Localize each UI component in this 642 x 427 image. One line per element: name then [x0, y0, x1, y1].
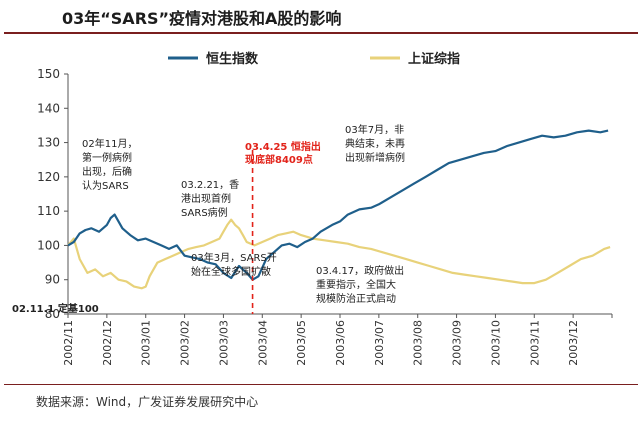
- annotation-a1: 认为SARS: [82, 179, 129, 192]
- legend-label-1: 上证综指: [408, 51, 460, 67]
- x-tick-label: 2003/04: [256, 320, 269, 366]
- annotation-a1: 第一例病例: [82, 151, 132, 164]
- y-tick-label: 90: [45, 273, 60, 287]
- series-line-0: [67, 129, 609, 281]
- x-tick-label: 2003/11: [528, 320, 541, 366]
- annotation-a4: 03.4.17，政府做出: [316, 264, 404, 277]
- x-tick-label: 2003/10: [489, 320, 502, 366]
- legend-label-0: 恒生指数: [206, 51, 259, 67]
- y-tick-label: 140: [37, 101, 60, 115]
- annotation-a2: 港出现首例: [181, 192, 231, 205]
- y-tick-label: 150: [37, 67, 60, 81]
- x-tick-label: 2003/06: [334, 320, 347, 366]
- x-tick-label: 2003/01: [140, 320, 153, 366]
- y-tick-label: 120: [37, 170, 60, 184]
- x-tick-label: 2003/03: [217, 320, 230, 366]
- series-group: [67, 129, 611, 290]
- title-divider: [4, 32, 638, 34]
- base-label: 02.11.1 定基100: [12, 302, 99, 315]
- event-label: 03.4.25 恒指出: [245, 140, 321, 153]
- legend: 恒生指数 上证综指: [168, 51, 460, 67]
- y-tick-label: 130: [37, 136, 60, 150]
- x-tick-label: 2003/07: [373, 320, 386, 366]
- data-source: 数据来源：Wind，广发证券发展研究中心: [36, 395, 259, 409]
- x-tick-label: 2003/05: [295, 320, 308, 366]
- annotation-a5: 03年7月，非: [345, 123, 404, 136]
- x-tick-label: 2003/02: [179, 320, 192, 366]
- x-tick-label: 2002/12: [101, 320, 114, 366]
- annotation-a2: 03.2.21，香: [181, 179, 239, 191]
- annotation-a4: 重要指示，全国大: [316, 278, 396, 291]
- y-tick-label: 110: [37, 204, 60, 218]
- x-tick-label: 2003/08: [412, 320, 425, 366]
- annotation-a3: 始在全球多国扩散: [191, 265, 271, 278]
- annotation-a5: 出现新增病例: [345, 151, 405, 164]
- series-line-1: [67, 218, 611, 290]
- x-tick-label: 2003/12: [567, 320, 580, 366]
- y-tick-label: 80: [45, 307, 60, 321]
- x-tick-label: 2003/09: [451, 320, 464, 366]
- source-divider: [4, 384, 638, 385]
- annotation-a5: 典结束，未再: [345, 137, 405, 150]
- annotation-a1: 02年11月，: [82, 137, 137, 150]
- x-tick-label: 2002/11: [62, 320, 75, 366]
- event-label: 现底部8409点: [245, 153, 313, 166]
- y-tick-label: 100: [37, 238, 60, 252]
- title-bar: 03年“SARS”疫情对港股和A股的影响: [0, 0, 642, 30]
- annotation-a2: SARS病例: [181, 206, 228, 219]
- annotation-a1: 出现，后确: [82, 165, 132, 178]
- annotation-a4: 规模防治正式启动: [316, 292, 396, 305]
- x-axis: 2002/11 2002/12 2003/01 2003/02 2003/03 2003/…: [62, 314, 613, 366]
- chart-title: 03年“SARS”疫情对港股和A股的影响: [62, 9, 342, 28]
- y-axis: 80 90 100 110 120 130 140 150: [37, 67, 612, 321]
- annotation-a3: 03年3月，SARS开: [191, 251, 277, 264]
